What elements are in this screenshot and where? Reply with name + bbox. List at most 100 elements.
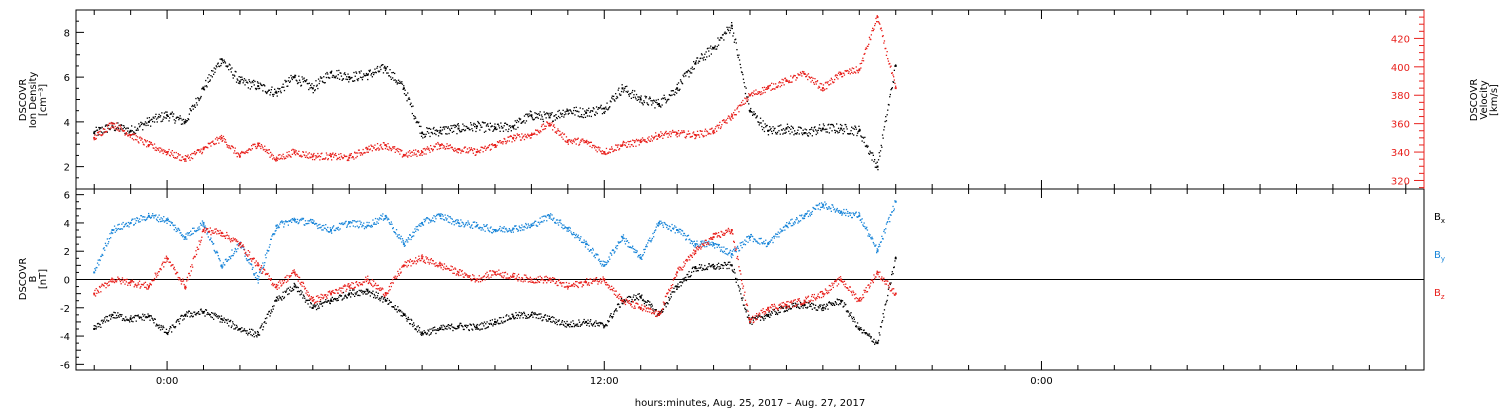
by-series-sample xyxy=(656,223,658,225)
velocity-series-sample xyxy=(748,95,750,97)
by-series-sample xyxy=(506,229,508,231)
density-series-sample xyxy=(511,125,513,127)
density-series-point xyxy=(676,87,679,90)
by-series-sample xyxy=(157,216,159,218)
density-series-sample xyxy=(869,150,871,152)
by-series-sample xyxy=(714,247,716,249)
by-series-sample xyxy=(180,232,182,234)
velocity-series-sample xyxy=(550,124,552,126)
velocity-series-sample xyxy=(317,156,320,158)
density-series-sample xyxy=(186,120,188,122)
by-series-sample xyxy=(609,252,611,254)
by-series-sample xyxy=(725,253,728,255)
bx-series-sample xyxy=(142,313,144,315)
density-series-sample xyxy=(628,93,630,96)
density-series-sample xyxy=(136,127,139,129)
velocity-series-sample xyxy=(140,137,143,139)
bx-series-sample xyxy=(354,292,356,294)
by-series-sample xyxy=(647,242,649,244)
velocity-series-sample xyxy=(245,151,248,153)
density-series-sample xyxy=(658,104,661,107)
velocity-series-sample xyxy=(207,147,209,149)
by-series-sample xyxy=(163,216,165,218)
bx-series-sample xyxy=(287,293,289,296)
velocity-series-sample xyxy=(408,154,410,157)
bx-series-sample xyxy=(146,316,148,319)
density-series-sample xyxy=(122,128,124,130)
by-series-sample xyxy=(701,240,703,242)
by-series-sample xyxy=(261,267,263,269)
density-series-sample xyxy=(226,65,228,67)
velocity-series-sample xyxy=(356,155,358,158)
density-series-sample xyxy=(542,120,545,123)
bx-series-sample xyxy=(515,312,517,314)
bx-series-sample xyxy=(123,318,125,320)
velocity-series-sample xyxy=(777,85,779,87)
bx-series-sample xyxy=(698,267,700,269)
by-series-sample xyxy=(725,248,727,250)
bx-series-sample xyxy=(666,302,668,304)
velocity-series-sample xyxy=(821,89,823,91)
bx-series-sample xyxy=(749,322,751,325)
density-series-sample xyxy=(750,111,752,113)
bx-series-sample xyxy=(795,303,797,305)
velocity-series-sample xyxy=(879,28,882,30)
by-series-sample xyxy=(227,259,229,261)
bx-series-sample xyxy=(545,318,547,321)
density-series-sample xyxy=(727,28,729,30)
velocity-series-sample xyxy=(205,146,207,148)
by-series-sample xyxy=(584,241,586,243)
density-series-sample xyxy=(752,113,754,115)
bx-series-sample xyxy=(590,323,592,325)
by-series-sample xyxy=(260,272,263,274)
density-series-sample xyxy=(269,94,271,96)
bx-series-sample xyxy=(851,318,853,320)
density-series-sample xyxy=(375,72,377,74)
by-series-sample xyxy=(805,213,807,215)
by-series-sample xyxy=(637,256,639,258)
by-series-sample xyxy=(594,254,596,256)
bx-series-sample xyxy=(276,296,278,298)
by-series-sample xyxy=(531,224,533,227)
velocity-series-sample xyxy=(292,148,294,150)
velocity-series-sample xyxy=(843,72,845,74)
velocity-series-sample xyxy=(551,122,553,124)
bx-series-sample xyxy=(324,301,326,303)
by-series-sample xyxy=(461,221,463,223)
velocity-series-sample xyxy=(802,72,804,74)
bx-series-sample xyxy=(828,302,830,304)
bx-series-sample xyxy=(462,326,464,328)
velocity-series-sample xyxy=(407,151,409,153)
by-series-sample xyxy=(622,234,625,236)
bx-series-sample xyxy=(407,318,409,320)
density-series-sample xyxy=(538,113,540,115)
bx-series-sample xyxy=(585,321,587,323)
density-series-sample xyxy=(131,125,133,127)
bx-series-sample xyxy=(543,316,545,318)
bx-series-sample xyxy=(165,331,167,334)
velocity-series-sample xyxy=(624,144,627,147)
by-series-sample xyxy=(677,231,679,234)
density-series-sample xyxy=(595,106,598,108)
bx-series-sample xyxy=(161,328,164,330)
bx-series-sample xyxy=(788,308,790,310)
density-series-sample xyxy=(456,124,459,126)
by-series-sample xyxy=(158,214,160,216)
velocity-series-sample xyxy=(134,138,137,141)
velocity-series-sample xyxy=(792,77,794,79)
velocity-series-sample xyxy=(872,29,874,32)
bx-series-sample xyxy=(891,271,893,273)
by-series-sample xyxy=(419,223,421,225)
bx-series-sample xyxy=(864,332,866,334)
by-series-sample xyxy=(263,264,265,267)
bx-series-sample xyxy=(765,314,768,316)
velocity-series-sample xyxy=(533,133,535,135)
velocity-series-sample xyxy=(814,78,816,80)
by-series-sample xyxy=(665,224,667,226)
by-series-point xyxy=(821,203,824,206)
bx-series-sample xyxy=(294,285,297,287)
velocity-series-sample xyxy=(833,81,835,83)
density-series-sample xyxy=(456,133,458,135)
by-series-sample xyxy=(118,223,120,225)
density-series-sample xyxy=(435,129,438,131)
